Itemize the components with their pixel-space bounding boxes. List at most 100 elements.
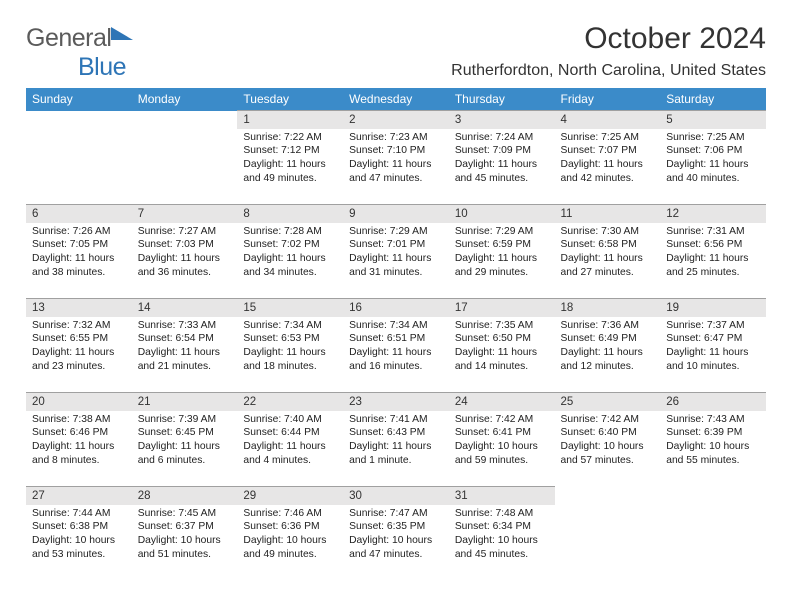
content-row: Sunrise: 7:26 AMSunset: 7:05 PMDaylight:…	[26, 223, 766, 299]
day-number-cell: 16	[343, 299, 449, 317]
day-number-cell: 10	[449, 205, 555, 223]
day-content-cell: Sunrise: 7:32 AMSunset: 6:55 PMDaylight:…	[26, 317, 132, 393]
day-day1: Daylight: 11 hours	[349, 346, 445, 360]
day-number-cell: 12	[660, 205, 766, 223]
day-day2: and 12 minutes.	[561, 360, 657, 374]
day-sunrise: Sunrise: 7:43 AM	[666, 413, 762, 427]
day-day1: Daylight: 11 hours	[455, 346, 551, 360]
day-sunset: Sunset: 7:10 PM	[349, 144, 445, 158]
day-number-cell	[660, 487, 766, 505]
day-day2: and 45 minutes.	[455, 548, 551, 562]
day-content-cell: Sunrise: 7:29 AMSunset: 6:59 PMDaylight:…	[449, 223, 555, 299]
day-number-cell: 17	[449, 299, 555, 317]
day-content-cell: Sunrise: 7:38 AMSunset: 6:46 PMDaylight:…	[26, 411, 132, 487]
day-content-cell: Sunrise: 7:46 AMSunset: 6:36 PMDaylight:…	[237, 505, 343, 581]
day-day2: and 10 minutes.	[666, 360, 762, 374]
weekday-header: Monday	[132, 88, 238, 111]
day-sunrise: Sunrise: 7:39 AM	[138, 413, 234, 427]
day-day1: Daylight: 11 hours	[138, 346, 234, 360]
day-content-cell: Sunrise: 7:33 AMSunset: 6:54 PMDaylight:…	[132, 317, 238, 393]
day-sunrise: Sunrise: 7:42 AM	[455, 413, 551, 427]
day-day2: and 38 minutes.	[32, 266, 128, 280]
day-sunrise: Sunrise: 7:33 AM	[138, 319, 234, 333]
day-number-cell: 14	[132, 299, 238, 317]
day-content-cell: Sunrise: 7:40 AMSunset: 6:44 PMDaylight:…	[237, 411, 343, 487]
day-sunset: Sunset: 6:45 PM	[138, 426, 234, 440]
day-day1: Daylight: 11 hours	[455, 252, 551, 266]
day-content-cell: Sunrise: 7:44 AMSunset: 6:38 PMDaylight:…	[26, 505, 132, 581]
day-sunset: Sunset: 6:44 PM	[243, 426, 339, 440]
day-day2: and 45 minutes.	[455, 172, 551, 186]
day-day2: and 55 minutes.	[666, 454, 762, 468]
day-number-cell: 8	[237, 205, 343, 223]
day-number-cell: 2	[343, 111, 449, 129]
day-sunset: Sunset: 6:36 PM	[243, 520, 339, 534]
day-day1: Daylight: 11 hours	[666, 252, 762, 266]
day-number-cell: 29	[237, 487, 343, 505]
day-day2: and 27 minutes.	[561, 266, 657, 280]
day-content-cell: Sunrise: 7:27 AMSunset: 7:03 PMDaylight:…	[132, 223, 238, 299]
day-sunset: Sunset: 6:51 PM	[349, 332, 445, 346]
day-sunset: Sunset: 6:55 PM	[32, 332, 128, 346]
day-sunrise: Sunrise: 7:47 AM	[349, 507, 445, 521]
day-day1: Daylight: 11 hours	[32, 252, 128, 266]
day-sunset: Sunset: 6:56 PM	[666, 238, 762, 252]
day-day2: and 59 minutes.	[455, 454, 551, 468]
day-number-cell: 11	[555, 205, 661, 223]
day-sunrise: Sunrise: 7:25 AM	[561, 131, 657, 145]
weekday-header: Saturday	[660, 88, 766, 111]
day-day1: Daylight: 11 hours	[243, 252, 339, 266]
title-block: October 2024 Rutherfordton, North Caroli…	[451, 22, 766, 84]
weekday-row: SundayMondayTuesdayWednesdayThursdayFrid…	[26, 88, 766, 111]
day-sunset: Sunset: 6:34 PM	[455, 520, 551, 534]
day-day2: and 31 minutes.	[349, 266, 445, 280]
day-day1: Daylight: 11 hours	[666, 346, 762, 360]
day-day2: and 8 minutes.	[32, 454, 128, 468]
day-number-cell: 20	[26, 393, 132, 411]
logo-text: General Blue	[26, 24, 133, 82]
day-content-cell	[660, 505, 766, 581]
calendar-page: General Blue October 2024 Rutherfordton,…	[0, 0, 792, 591]
day-day1: Daylight: 11 hours	[243, 440, 339, 454]
daynum-row: 12345	[26, 111, 766, 129]
day-number-cell: 27	[26, 487, 132, 505]
day-number-cell: 4	[555, 111, 661, 129]
day-day1: Daylight: 11 hours	[561, 252, 657, 266]
day-sunrise: Sunrise: 7:38 AM	[32, 413, 128, 427]
day-number-cell: 13	[26, 299, 132, 317]
day-content-cell: Sunrise: 7:34 AMSunset: 6:53 PMDaylight:…	[237, 317, 343, 393]
day-sunrise: Sunrise: 7:26 AM	[32, 225, 128, 239]
calendar-body: 12345Sunrise: 7:22 AMSunset: 7:12 PMDayl…	[26, 111, 766, 581]
day-sunset: Sunset: 6:59 PM	[455, 238, 551, 252]
day-content-cell: Sunrise: 7:22 AMSunset: 7:12 PMDaylight:…	[237, 129, 343, 205]
day-number-cell: 25	[555, 393, 661, 411]
day-sunset: Sunset: 7:09 PM	[455, 144, 551, 158]
day-day2: and 47 minutes.	[349, 548, 445, 562]
day-sunrise: Sunrise: 7:34 AM	[349, 319, 445, 333]
day-sunrise: Sunrise: 7:27 AM	[138, 225, 234, 239]
day-sunrise: Sunrise: 7:35 AM	[455, 319, 551, 333]
day-day2: and 40 minutes.	[666, 172, 762, 186]
day-day1: Daylight: 11 hours	[32, 440, 128, 454]
daynum-row: 6789101112	[26, 205, 766, 223]
day-day2: and 6 minutes.	[138, 454, 234, 468]
day-day1: Daylight: 11 hours	[138, 252, 234, 266]
day-sunrise: Sunrise: 7:24 AM	[455, 131, 551, 145]
day-day1: Daylight: 11 hours	[455, 158, 551, 172]
day-number-cell: 1	[237, 111, 343, 129]
day-sunrise: Sunrise: 7:41 AM	[349, 413, 445, 427]
day-content-cell: Sunrise: 7:41 AMSunset: 6:43 PMDaylight:…	[343, 411, 449, 487]
day-day2: and 18 minutes.	[243, 360, 339, 374]
day-sunset: Sunset: 6:46 PM	[32, 426, 128, 440]
daynum-row: 13141516171819	[26, 299, 766, 317]
day-content-cell: Sunrise: 7:25 AMSunset: 7:06 PMDaylight:…	[660, 129, 766, 205]
day-number-cell: 28	[132, 487, 238, 505]
weekday-header: Wednesday	[343, 88, 449, 111]
day-day1: Daylight: 11 hours	[349, 440, 445, 454]
day-day1: Daylight: 11 hours	[243, 346, 339, 360]
weekday-header: Friday	[555, 88, 661, 111]
day-sunset: Sunset: 7:02 PM	[243, 238, 339, 252]
day-day2: and 36 minutes.	[138, 266, 234, 280]
day-content-cell: Sunrise: 7:39 AMSunset: 6:45 PMDaylight:…	[132, 411, 238, 487]
day-day1: Daylight: 11 hours	[561, 346, 657, 360]
